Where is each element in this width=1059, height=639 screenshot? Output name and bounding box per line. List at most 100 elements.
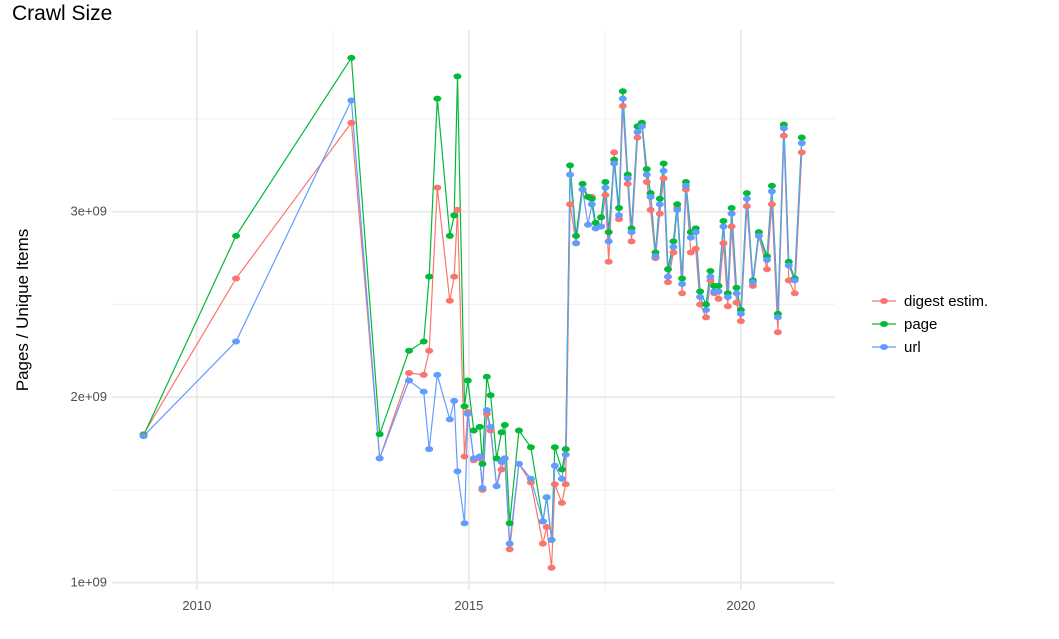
data-point-page	[642, 166, 651, 173]
data-point-url	[651, 253, 660, 260]
legend-label-page: page	[904, 316, 937, 333]
data-point-page	[492, 455, 501, 462]
data-point-url	[482, 407, 491, 414]
data-point-digest-estim	[732, 299, 741, 306]
data-point-url	[139, 433, 148, 440]
data-point-page	[514, 427, 523, 434]
data-point-url	[719, 223, 728, 230]
data-point-digest-estim	[736, 318, 745, 325]
data-point-digest-estim	[561, 481, 570, 488]
data-point-page	[450, 212, 459, 219]
data-point-url	[773, 314, 782, 321]
data-point-url	[736, 310, 745, 317]
data-point-url	[659, 167, 668, 174]
data-point-page	[500, 421, 509, 428]
data-point-digest-estim	[669, 249, 678, 256]
data-point-url	[604, 238, 613, 245]
data-point-page	[732, 284, 741, 291]
data-point-url	[784, 262, 793, 269]
data-point-page	[497, 429, 506, 436]
data-point-url	[663, 273, 672, 280]
y-tick-label: 1e+09	[70, 575, 107, 590]
data-point-url	[547, 536, 556, 543]
data-point-page	[727, 205, 736, 212]
data-point-page	[601, 179, 610, 186]
data-point-url	[633, 128, 642, 135]
data-point-url	[637, 123, 646, 130]
data-point-digest-estim	[663, 279, 672, 286]
data-point-url	[486, 423, 495, 430]
data-point-digest-estim	[566, 201, 575, 208]
data-point-digest-estim	[453, 206, 462, 213]
data-point-url	[557, 475, 566, 482]
data-point-url	[779, 125, 788, 132]
data-point-page	[375, 431, 384, 438]
data-point-url	[610, 160, 619, 167]
data-point-url	[754, 232, 763, 239]
data-point-url	[375, 455, 384, 462]
data-point-url	[492, 483, 501, 490]
data-point-page	[486, 392, 495, 399]
data-point-digest-estim	[232, 275, 241, 282]
data-point-page	[445, 232, 454, 239]
series-line-digest-estim	[143, 105, 803, 568]
data-point-page	[618, 88, 627, 95]
data-point-digest-estim	[497, 466, 506, 473]
data-point-url	[232, 338, 241, 345]
data-point-digest-estim	[450, 273, 459, 280]
data-point-digest-estim	[419, 371, 428, 378]
data-point-page	[572, 232, 581, 239]
data-point-digest-estim	[646, 206, 655, 213]
data-point-page	[719, 217, 728, 224]
data-point-url	[500, 455, 509, 462]
data-point-digest-estim	[723, 303, 732, 310]
data-point-digest-estim	[790, 290, 799, 297]
data-point-url	[347, 97, 356, 104]
data-point-page	[615, 205, 624, 212]
data-point-digest-estim	[425, 347, 434, 354]
data-point-digest-estim	[557, 499, 566, 506]
data-point-page	[505, 520, 514, 527]
data-point-url	[566, 171, 575, 178]
data-point-digest-estim	[347, 119, 356, 126]
data-point-digest-estim	[719, 240, 728, 247]
data-point-url	[702, 307, 711, 313]
data-point-page	[453, 73, 462, 80]
data-point-url	[460, 520, 469, 527]
data-point-url	[646, 193, 655, 200]
data-point-digest-estim	[696, 301, 705, 308]
data-point-url	[538, 518, 547, 525]
data-point-page	[669, 238, 678, 245]
data-point-page	[742, 190, 751, 197]
data-point-page	[347, 54, 356, 61]
data-point-url	[475, 453, 484, 460]
data-point-url	[601, 184, 610, 191]
data-point-url	[681, 182, 690, 189]
legend-key-page	[880, 321, 888, 327]
data-point-url	[425, 446, 434, 453]
data-point-digest-estim	[445, 297, 454, 304]
data-point-url	[673, 206, 682, 213]
data-point-digest-estim	[727, 223, 736, 230]
x-tick-label: 2015	[454, 598, 483, 613]
data-point-digest-estim	[610, 149, 619, 156]
data-point-url	[669, 243, 678, 250]
data-point-url	[691, 229, 700, 236]
data-point-url	[597, 223, 606, 230]
data-point-page	[696, 288, 705, 295]
data-point-digest-estim	[627, 238, 636, 245]
data-point-page	[663, 266, 672, 273]
data-point-url	[514, 460, 523, 467]
legend-label-digest-estim: digest estim.	[904, 293, 988, 310]
data-point-url	[627, 229, 636, 236]
data-point-digest-estim	[618, 103, 627, 110]
data-point-page	[702, 301, 711, 308]
series-line-url	[143, 98, 803, 544]
data-point-digest-estim	[773, 329, 782, 336]
data-point-url	[623, 175, 632, 182]
data-point-url	[526, 475, 535, 482]
data-point-page	[797, 134, 806, 141]
data-point-url	[561, 451, 570, 458]
data-point-url	[578, 186, 587, 193]
